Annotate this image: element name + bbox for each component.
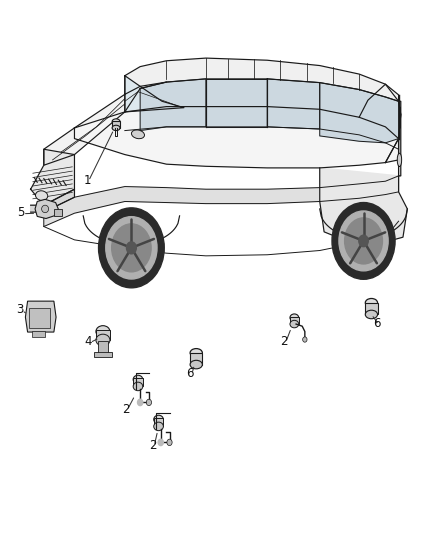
- Bar: [94, 352, 112, 357]
- Bar: [112, 121, 120, 128]
- Circle shape: [158, 439, 163, 446]
- Ellipse shape: [133, 375, 143, 384]
- Bar: [190, 353, 202, 365]
- Ellipse shape: [112, 119, 120, 124]
- Ellipse shape: [365, 310, 378, 319]
- Circle shape: [303, 337, 307, 342]
- Circle shape: [339, 211, 388, 271]
- Bar: [154, 418, 163, 426]
- Polygon shape: [35, 199, 58, 219]
- Polygon shape: [31, 149, 74, 205]
- Bar: [98, 341, 108, 353]
- Ellipse shape: [131, 130, 145, 139]
- Ellipse shape: [154, 422, 163, 431]
- Bar: [32, 331, 45, 337]
- Bar: [54, 209, 62, 216]
- Polygon shape: [44, 176, 399, 227]
- Ellipse shape: [133, 382, 143, 391]
- Ellipse shape: [190, 349, 202, 357]
- Bar: [133, 378, 143, 386]
- Polygon shape: [31, 189, 74, 212]
- Polygon shape: [399, 101, 401, 176]
- Circle shape: [332, 203, 395, 279]
- Polygon shape: [267, 79, 320, 129]
- Ellipse shape: [290, 314, 299, 321]
- Text: 3: 3: [17, 303, 24, 316]
- Bar: [96, 330, 110, 340]
- Polygon shape: [25, 301, 56, 332]
- Polygon shape: [140, 79, 206, 131]
- Circle shape: [99, 208, 164, 288]
- Circle shape: [359, 235, 368, 247]
- Ellipse shape: [397, 154, 402, 167]
- Text: 6: 6: [187, 367, 194, 380]
- Text: 6: 6: [374, 317, 381, 330]
- Polygon shape: [74, 107, 399, 168]
- Text: 2: 2: [122, 403, 129, 416]
- Polygon shape: [44, 94, 125, 165]
- Text: 5: 5: [18, 206, 25, 220]
- Ellipse shape: [365, 298, 378, 307]
- Polygon shape: [320, 83, 399, 143]
- Polygon shape: [125, 76, 184, 112]
- Ellipse shape: [35, 191, 48, 200]
- Bar: [365, 303, 378, 314]
- Circle shape: [345, 218, 382, 264]
- Polygon shape: [125, 58, 399, 101]
- Ellipse shape: [154, 415, 163, 424]
- Ellipse shape: [190, 360, 202, 369]
- Ellipse shape: [290, 320, 299, 328]
- Ellipse shape: [112, 125, 120, 131]
- Polygon shape: [320, 168, 407, 248]
- Circle shape: [146, 399, 152, 406]
- Circle shape: [106, 216, 157, 279]
- Bar: [29, 308, 50, 328]
- Ellipse shape: [96, 326, 110, 337]
- Bar: [290, 317, 299, 324]
- Text: 4: 4: [85, 335, 92, 349]
- Ellipse shape: [96, 334, 110, 346]
- Ellipse shape: [42, 205, 49, 213]
- Text: 1: 1: [83, 174, 91, 187]
- Text: 2: 2: [149, 439, 156, 452]
- Circle shape: [167, 439, 172, 446]
- Text: 2: 2: [280, 335, 288, 349]
- Circle shape: [138, 399, 143, 406]
- Circle shape: [112, 224, 151, 272]
- Polygon shape: [206, 79, 267, 127]
- Circle shape: [127, 242, 136, 254]
